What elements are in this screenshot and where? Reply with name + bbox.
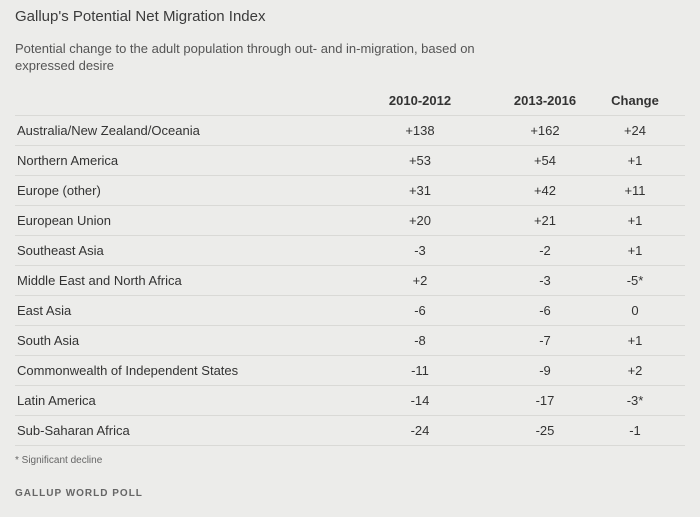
region-cell: Commonwealth of Independent States — [17, 363, 239, 378]
region-cell: Middle East and North Africa — [17, 273, 182, 288]
source-label: GALLUP WORLD POLL — [15, 488, 143, 499]
table-row: Australia/New Zealand/Oceania +138 +162 +24 — [15, 115, 685, 145]
region-cell: Southeast Asia — [17, 243, 104, 258]
region-cell: Latin America — [17, 393, 96, 408]
change-cell: +1 — [627, 243, 643, 258]
table-row: Southeast Asia -3 -2 +1 — [15, 235, 685, 265]
table-row: Northern America +53 +54 +1 — [15, 145, 685, 175]
value-2010-2012-cell: +2 — [412, 273, 428, 288]
table-row: Commonwealth of Independent States -11 -9 +… — [15, 355, 685, 385]
value-2013-2016-cell: -2 — [539, 243, 551, 258]
table-row: European Union +20 +21 +1 — [15, 205, 685, 235]
footnote: * Significant decline — [15, 455, 103, 466]
region-cell: Australia/New Zealand/Oceania — [17, 123, 200, 138]
value-2010-2012-cell: -24 — [410, 423, 430, 438]
value-2010-2012-cell: -14 — [410, 393, 430, 408]
change-cell: -5* — [626, 273, 644, 288]
region-cell: Sub-Saharan Africa — [17, 423, 130, 438]
value-2010-2012-cell: -8 — [414, 333, 426, 348]
table-row: Middle East and North Africa +2 -3 -5* — [15, 265, 685, 295]
value-2013-2016-cell: -25 — [535, 423, 555, 438]
value-2013-2016-cell: -17 — [535, 393, 555, 408]
chart-subtitle: Potential change to the adult population… — [15, 41, 475, 73]
change-cell: -1 — [629, 423, 641, 438]
value-2013-2016-cell: -3 — [539, 273, 551, 288]
value-2010-2012-cell: +138 — [405, 123, 435, 138]
change-cell: +1 — [627, 333, 643, 348]
value-2013-2016-cell: +42 — [533, 183, 557, 198]
region-cell: Europe (other) — [17, 183, 101, 198]
value-2010-2012-cell: +31 — [408, 183, 432, 198]
value-2010-2012-cell: -11 — [411, 363, 429, 378]
value-2013-2016-cell: -9 — [539, 363, 551, 378]
value-2010-2012-cell: +20 — [408, 213, 432, 228]
table-row: Europe (other) +31 +42 +11 — [15, 175, 685, 205]
value-2013-2016-cell: +54 — [533, 153, 557, 168]
value-2013-2016-cell: -7 — [539, 333, 551, 348]
table-body: Australia/New Zealand/Oceania +138 +162 +24… — [15, 115, 685, 446]
value-2010-2012-cell: +53 — [408, 153, 432, 168]
column-header-2010-2012: 2010-2012 — [388, 93, 452, 108]
change-cell: -3* — [626, 393, 644, 408]
region-cell: East Asia — [17, 303, 72, 318]
table-row: Sub-Saharan Africa -24 -25 -1 — [15, 415, 685, 446]
table-header: 2010-2012 2013-2016 Change — [15, 90, 685, 112]
change-cell: +1 — [627, 213, 643, 228]
region-cell: South Asia — [17, 333, 80, 348]
change-cell: 0 — [631, 303, 639, 318]
table-row: Latin America -14 -17 -3* — [15, 385, 685, 415]
region-cell: Northern America — [17, 153, 119, 168]
change-cell: +11 — [624, 183, 646, 198]
value-2010-2012-cell: -3 — [414, 243, 426, 258]
change-cell: +1 — [627, 153, 643, 168]
region-cell: European Union — [17, 213, 111, 228]
table-row: South Asia -8 -7 +1 — [15, 325, 685, 355]
chart-title: Gallup's Potential Net Migration Index — [15, 8, 266, 25]
change-cell: +2 — [627, 363, 643, 378]
value-2013-2016-cell: +162 — [530, 123, 560, 138]
column-header-2013-2016: 2013-2016 — [513, 93, 577, 108]
value-2013-2016-cell: +21 — [533, 213, 557, 228]
value-2013-2016-cell: -6 — [539, 303, 551, 318]
table-row: East Asia -6 -6 0 — [15, 295, 685, 325]
change-cell: +24 — [623, 123, 647, 138]
column-header-change: Change — [611, 93, 659, 108]
value-2010-2012-cell: -6 — [414, 303, 426, 318]
